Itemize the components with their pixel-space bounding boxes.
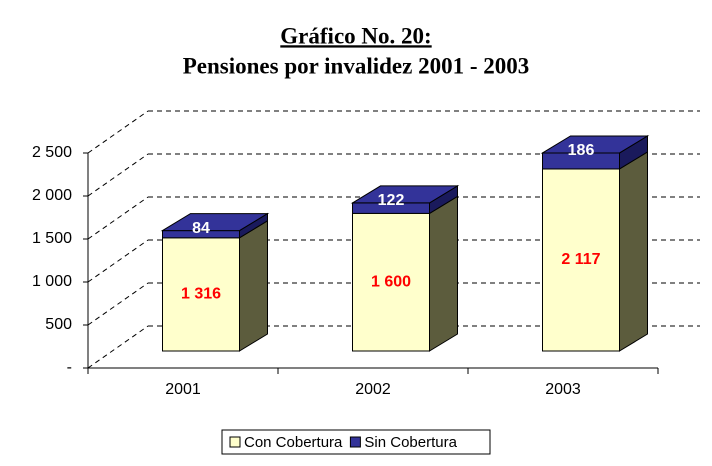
legend-marker [229,436,241,448]
x-tick-label: 2001 [165,381,201,398]
data-label: 122 [378,192,405,209]
bar-front [352,212,430,352]
grid-line [87,196,149,240]
data-label: 2 117 [561,251,600,268]
bar-side [429,195,458,352]
data-label: 84 [192,220,210,237]
chart-subtitle: Pensiones por invalidez 2001 - 2003 [183,53,530,78]
bar-top [160,213,270,232]
legend-label: Sin Cobertura [364,434,457,451]
x-tick-label: 2003 [545,381,581,398]
grid-line [87,153,149,197]
legend-label: Con Cobertura [244,434,343,451]
bar-top [350,185,460,204]
legend: Con Cobertura Sin Cobertura [229,434,458,451]
chart-title: Gráfico No. 20: [280,23,431,48]
y-tick-label: 1 500 [32,230,72,247]
y-tick-label: 500 [45,316,72,333]
y-tick-label: 2 500 [32,144,72,161]
grid-line [87,282,149,326]
bar-side [239,219,268,352]
bar-front [542,168,620,352]
grid-line [87,239,149,283]
data-label: 1 600 [371,273,411,290]
data-label: 186 [568,142,595,159]
grid-line [87,325,149,369]
legend-marker [349,436,361,448]
y-tick-label: 1 000 [32,273,72,290]
bar-top [540,135,650,154]
bar-side [619,151,648,352]
x-tick-label: 2002 [355,381,391,398]
data-label: 1 316 [181,286,221,303]
y-tick-label: 2 000 [32,187,72,204]
y-tick-label: - [67,359,72,376]
grid-line [87,110,149,154]
